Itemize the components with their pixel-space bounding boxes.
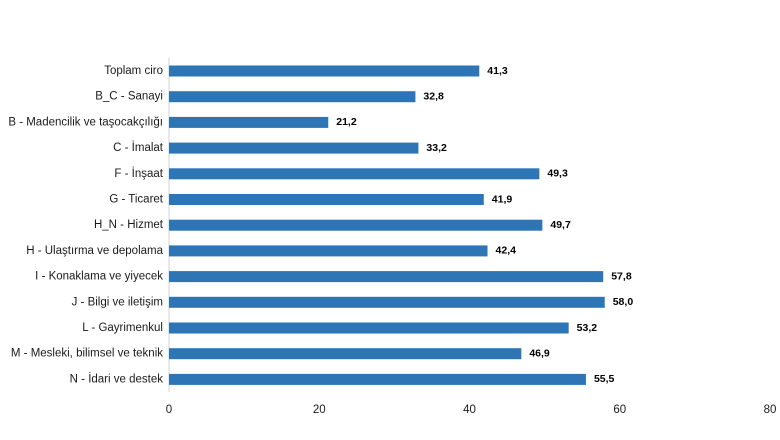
data-label: 41,3	[487, 65, 508, 77]
data-label: 32,8	[423, 90, 444, 102]
x-tick-label: 0	[166, 404, 172, 416]
category-label: I - Konaklama ve yiyecek	[35, 271, 163, 283]
bar	[169, 219, 543, 231]
bar	[169, 271, 604, 283]
category-label: N - İdari ve destek	[70, 372, 164, 385]
category-label: F - İnşaat	[114, 167, 163, 180]
category-label: M - Mesleki, bilimsel ve teknik	[11, 348, 163, 360]
x-tick-label: 80	[764, 404, 777, 416]
bar	[169, 245, 488, 257]
category-label: Toplam ciro	[104, 65, 163, 77]
data-label: 49,3	[547, 168, 568, 180]
bar	[169, 348, 522, 360]
data-label: 57,8	[611, 270, 632, 282]
category-label: G - Ticaret	[109, 194, 163, 206]
category-label: J - Bilgi ve iletişim	[72, 296, 163, 308]
category-label: B - Madencilik ve taşocakçılığı	[8, 116, 163, 128]
bar	[169, 322, 569, 334]
data-label: 21,2	[336, 116, 357, 128]
data-label: 58,0	[613, 296, 634, 308]
bar	[169, 65, 480, 77]
bar	[169, 296, 605, 308]
data-label: 42,4	[496, 245, 517, 257]
bar	[169, 168, 540, 180]
bar	[169, 116, 329, 128]
x-tick-label: 60	[613, 404, 626, 416]
x-tick-label: 40	[463, 404, 476, 416]
category-label: H - Ulaştırma ve depolama	[26, 245, 163, 257]
bar	[169, 373, 586, 385]
category-label: H_N - Hizmet	[94, 219, 164, 231]
data-label: 53,2	[577, 322, 598, 334]
bar	[169, 194, 484, 205]
data-label: 55,5	[594, 373, 615, 385]
value-labels: 41,3 32,8 21,2 33,2 49,3 41,9 49,7 42,4 57,8 58,0…	[336, 65, 633, 385]
category-label: B_C - Sanayi	[95, 91, 163, 103]
bar	[169, 91, 416, 103]
data-label: 46,9	[529, 347, 550, 359]
x-tick-label: 20	[313, 404, 326, 416]
category-label: L - Gayrimenkul	[82, 322, 163, 334]
data-label: 41,9	[492, 193, 513, 205]
x-axis-ticks: 0 20 40 60 80	[166, 404, 777, 416]
bars	[169, 65, 605, 385]
category-label: C - İmalat	[113, 141, 164, 154]
data-label: 33,2	[426, 142, 447, 154]
category-labels: Toplam ciro B_C - Sanayi B - Madencilik ve…	[8, 65, 163, 385]
data-label: 49,7	[550, 219, 571, 231]
bar	[169, 142, 419, 154]
